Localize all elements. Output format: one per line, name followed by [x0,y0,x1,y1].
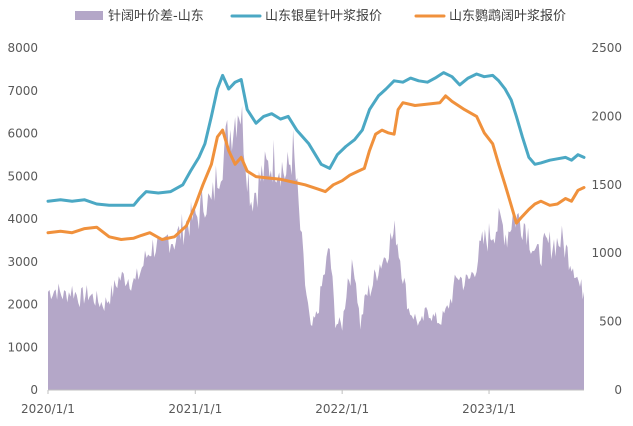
y-right-tick-label: 0 [614,383,622,397]
y-left-tick-label: 5000 [7,169,38,183]
y-left-tick-label: 4000 [7,212,38,226]
x-tick-label: 2023/1/1 [462,402,516,416]
y-right-tick-label: 1500 [591,178,622,192]
y-left-axis: 0 1000 2000 3000 4000 5000 6000 7000 8000 [7,41,38,397]
y-left-tick-label: 1000 [7,340,38,354]
y-left-tick-label: 0 [30,383,38,397]
hardwood-price-line [46,94,586,241]
spread-area [48,105,584,390]
y-right-tick-label: 2500 [591,41,622,55]
x-tick-label: 2022/1/1 [315,402,369,416]
legend-swatch-area [75,11,103,20]
y-left-tick-label: 7000 [7,84,38,98]
legend-label: 山东鹦鹉阔叶浆报价 [449,9,566,24]
x-tick-label: 2021/1/1 [168,402,222,416]
softwood-price-line [46,71,586,207]
legend-label: 山东银星针叶浆报价 [265,9,382,24]
y-left-tick-label: 2000 [7,298,38,312]
y-right-tick-label: 500 [599,315,622,329]
y-right-axis: 0 500 1000 1500 2000 2500 [591,41,622,397]
y-left-tick-label: 3000 [7,255,38,269]
y-left-tick-label: 8000 [7,41,38,55]
y-right-tick-label: 2000 [591,109,622,123]
x-tick-label: 2020/1/1 [21,402,75,416]
x-axis: 2020/1/1 2021/1/1 2022/1/1 2023/1/1 [21,390,516,416]
legend-label: 针阔叶价差-山东 [108,9,204,24]
price-lines-layer [46,71,586,241]
y-right-tick-label: 1000 [591,246,622,260]
plot-area [46,71,586,391]
legend: 针阔叶价差-山东 山东银星针叶浆报价 山东鹦鹉阔叶浆报价 [75,9,566,24]
spread-area-layer [48,105,584,390]
y-left-tick-label: 6000 [7,127,38,141]
